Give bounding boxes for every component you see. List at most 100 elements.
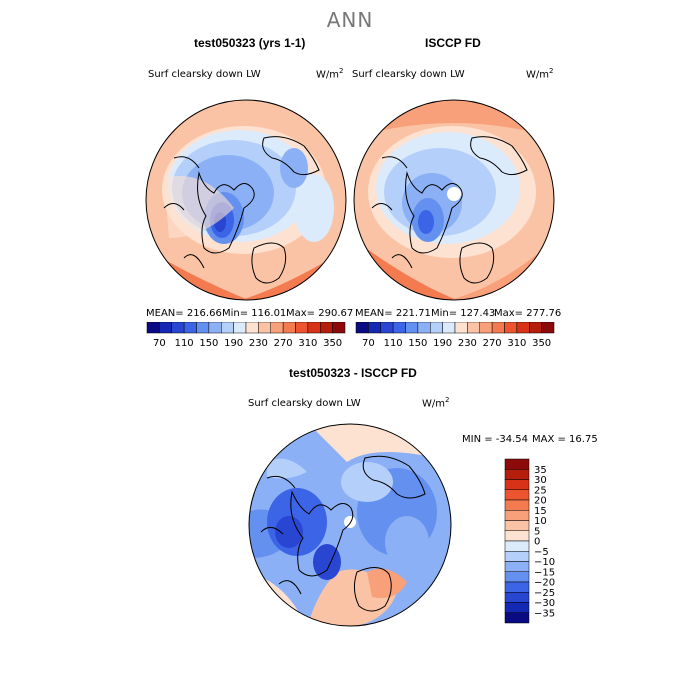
diff-min-stat: MIN = -34.54 (462, 434, 529, 445)
diff-colorbar-swatch (504, 520, 530, 531)
diff-colorbar-swatch (504, 571, 530, 583)
colorbar-2-swatch (504, 322, 518, 334)
panel-2-min-stat: Min= 127.43 (431, 308, 496, 319)
diff-colorbar-label: −30 (534, 598, 555, 609)
colorbar-2-swatch (491, 322, 505, 334)
colorbar-2-swatch (454, 322, 468, 334)
panel-1-variable-label: Surf clearsky down LW (148, 69, 261, 80)
colorbar-2-tick-label: 350 (532, 338, 551, 349)
colorbar-1-swatch (245, 322, 259, 334)
diff-colorbar-swatch (504, 612, 530, 624)
colorbar-2-swatch (430, 322, 443, 334)
colorbar-1-tick-label: 350 (323, 338, 342, 349)
diff-colorbar-swatch (504, 479, 530, 490)
colorbar-2-tick-label: 190 (433, 338, 452, 349)
diff-panel-title: test050323 - ISCCP FD (289, 366, 417, 380)
colorbar-2-tick-label: 270 (483, 338, 502, 349)
diff-colorbar-swatch (504, 510, 530, 521)
colorbar-2-swatch (417, 322, 431, 334)
colorbar-1-swatch (171, 322, 185, 334)
diff-colorbar-swatch (504, 469, 530, 480)
colorbar-1-swatch (221, 322, 234, 334)
panel-1-mean-stat: MEAN= 216.66 (146, 308, 222, 319)
colorbar-2-tick-label: 150 (408, 338, 427, 349)
diff-colorbar-label: 10 (534, 516, 547, 527)
colorbar-1-swatch (332, 322, 346, 334)
diff-colorbar-label: 25 (534, 485, 547, 496)
colorbar-1-swatch (196, 322, 210, 334)
diff-colorbar-swatch (504, 592, 530, 603)
diff-colorbar-label: −10 (534, 557, 555, 568)
diff-colorbar-label: 15 (534, 506, 547, 517)
panel-2-polar-map (353, 99, 555, 301)
diff-colorbar-swatch (504, 530, 530, 542)
colorbar-2-swatch (405, 322, 419, 334)
colorbar-2-swatch (516, 322, 530, 334)
colorbar-2-swatch (467, 322, 480, 334)
colorbar-2-swatch (392, 322, 406, 334)
colorbar-1-swatch (146, 322, 160, 334)
panel-1-polar-map (145, 99, 347, 301)
colorbar-2-swatch (541, 322, 555, 334)
diff-colorbar-label: −25 (534, 588, 555, 599)
panel-2-max-stat: Max= 277.76 (494, 308, 562, 319)
panel-1-min-stat: Min= 116.01 (222, 308, 287, 319)
diff-colorbar-label: −5 (534, 547, 549, 558)
diff-colorbar-swatch (504, 489, 530, 501)
colorbar-2-tick-label: 110 (384, 338, 403, 349)
colorbar-1-swatch (258, 322, 271, 334)
diff-colorbar-label: −15 (534, 567, 555, 578)
colorbar-1-swatch (320, 322, 333, 334)
panel-2-variable-label: Surf clearsky down LW (352, 69, 465, 80)
colorbar-2-tick-label: 310 (507, 338, 526, 349)
diff-colorbar-swatch (504, 499, 530, 511)
colorbar-2-swatch (479, 322, 493, 334)
panel-1-max-stat: Max= 290.67 (286, 308, 354, 319)
diff-colorbar-swatch (504, 551, 530, 562)
colorbar-2-swatch (442, 322, 456, 334)
colorbar-1-tick-label: 230 (249, 338, 268, 349)
diff-colorbar-label: 20 (534, 496, 547, 507)
colorbar-1-swatch (183, 322, 197, 334)
colorbar-2-swatch (355, 322, 369, 334)
colorbar-1-swatch (282, 322, 296, 334)
diff-colorbar-label: 35 (534, 465, 547, 476)
diff-colorbar-swatch (504, 602, 530, 613)
diff-panel-units-label: W/m2 (422, 396, 450, 410)
colorbar-2-tick-label: 70 (362, 338, 375, 349)
colorbar-1-swatch (307, 322, 321, 334)
colorbar-1-swatch (233, 322, 247, 334)
colorbar-2-swatch (529, 322, 542, 334)
colorbar-1-swatch (270, 322, 284, 334)
colorbar-1-tick-label: 150 (199, 338, 218, 349)
panel-1-colorbar: 70 110 150 190 230 270 310 350 (146, 322, 346, 349)
colorbar-2-swatch (368, 322, 381, 334)
diff-colorbar-label: 5 (534, 526, 540, 537)
diff-colorbar-swatch (504, 561, 530, 572)
colorbar-1-tick-label: 110 (175, 338, 194, 349)
colorbar-1-tick-label: 270 (274, 338, 293, 349)
diff-colorbar-swatch (504, 540, 530, 552)
colorbar-1-tick-label: 70 (153, 338, 166, 349)
colorbar-1-swatch (295, 322, 309, 334)
colorbar-2-tick-label: 230 (458, 338, 477, 349)
colorbar-1-swatch (208, 322, 222, 334)
diff-colorbar-label: 0 (534, 537, 540, 548)
panel-2-units-label: W/m2 (526, 67, 554, 81)
panel-1-units-label: W/m2 (316, 67, 344, 81)
colorbar-2-swatch (380, 322, 394, 334)
panel-1-title: test050323 (yrs 1-1) (194, 36, 306, 50)
colorbar-1-tick-label: 310 (298, 338, 317, 349)
diff-polar-map (248, 423, 452, 627)
diff-panel-variable-label: Surf clearsky down LW (248, 398, 361, 409)
diff-max-stat: MAX = 16.75 (532, 434, 598, 445)
colorbar-1-swatch (159, 322, 172, 334)
colorbar-1-tick-label: 190 (224, 338, 243, 349)
panel-2-title: ISCCP FD (425, 36, 481, 50)
diff-colorbar-swatch (504, 581, 530, 593)
panel-2-colorbar: 70 110 150 190 230 270 310 350 (355, 322, 555, 349)
main-title: ANN (326, 8, 374, 32)
diff-colorbar-label: −35 (534, 608, 555, 619)
diff-colorbar-label: −20 (534, 578, 555, 589)
